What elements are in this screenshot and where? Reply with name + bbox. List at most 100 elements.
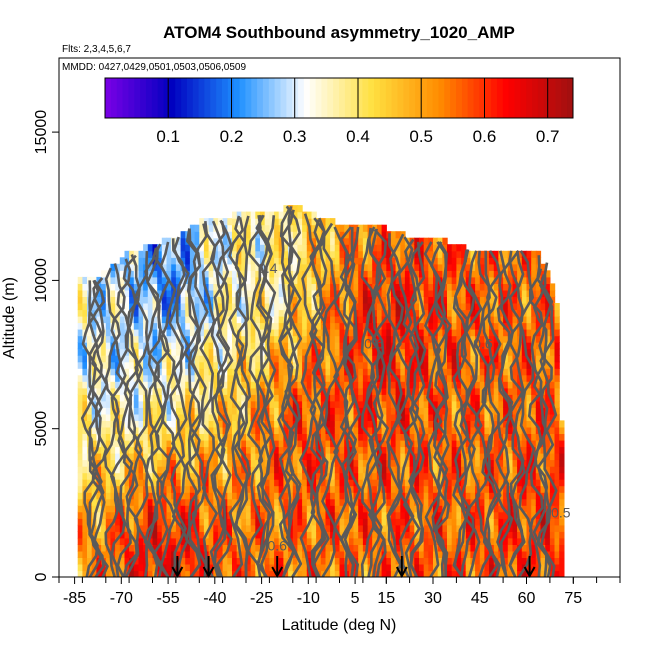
field-cell	[479, 407, 486, 415]
field-cell	[302, 433, 308, 441]
field-cell	[447, 518, 453, 526]
field-cell	[236, 400, 242, 408]
field-cell	[246, 374, 252, 382]
field-cell	[390, 413, 397, 421]
field-cell	[493, 309, 500, 317]
field-cell	[283, 335, 289, 343]
field-cell	[325, 433, 331, 441]
field-cell	[147, 289, 154, 297]
field-cell	[390, 440, 397, 448]
field-cell	[185, 303, 191, 311]
field-cell	[288, 224, 294, 232]
field-cell	[302, 329, 308, 337]
field-cell	[306, 387, 313, 395]
field-cell	[475, 472, 481, 480]
field-cell	[208, 322, 214, 330]
field-cell	[475, 433, 481, 441]
field-cell	[189, 400, 196, 408]
field-cell	[344, 224, 350, 232]
field-cell	[241, 263, 247, 271]
field-cell	[232, 498, 238, 506]
field-cell	[241, 335, 247, 343]
field-cell	[479, 518, 486, 526]
field-cell	[414, 511, 420, 519]
field-cell	[503, 257, 509, 265]
field-cell	[517, 564, 523, 572]
field-cell	[353, 426, 359, 434]
field-cell	[292, 276, 299, 284]
field-cell	[358, 505, 364, 513]
field-cell	[152, 316, 158, 324]
field-cell	[353, 459, 359, 467]
field-cell	[512, 453, 518, 461]
field-cell	[91, 570, 97, 577]
field-cell	[493, 440, 500, 448]
field-cell	[358, 237, 364, 245]
field-cell	[175, 531, 182, 539]
field-cell	[334, 250, 341, 258]
field-cell	[447, 257, 453, 265]
field-cell	[278, 511, 284, 519]
field-cell	[124, 355, 130, 363]
field-cell	[194, 459, 200, 467]
field-cell	[330, 329, 336, 337]
field-cell	[166, 557, 172, 565]
field-cell	[386, 505, 392, 513]
field-cell	[147, 511, 154, 519]
field-cell	[433, 263, 439, 271]
field-cell	[255, 237, 261, 245]
field-cell	[475, 459, 481, 467]
field-cell	[161, 381, 168, 389]
field-cell	[292, 342, 299, 350]
field-cell	[362, 361, 369, 369]
field-cell	[236, 342, 242, 350]
field-cell	[82, 413, 88, 421]
field-cell	[250, 263, 256, 271]
field-cell	[232, 511, 238, 519]
field-cell	[316, 296, 322, 304]
field-cell	[199, 518, 205, 526]
field-cell	[507, 453, 514, 461]
field-cell	[180, 466, 186, 474]
field-cell	[189, 342, 196, 350]
field-cell	[269, 459, 275, 467]
field-cell	[456, 505, 462, 513]
field-cell	[180, 557, 186, 565]
field-cell	[110, 492, 116, 500]
field-cell	[246, 224, 252, 232]
field-cell	[428, 296, 434, 304]
field-cell	[447, 433, 453, 441]
field-cell	[157, 544, 163, 552]
field-cell	[124, 426, 130, 434]
field-cell	[381, 426, 387, 434]
field-cell	[456, 263, 462, 271]
field-cell	[138, 335, 144, 343]
field-cell	[77, 524, 83, 532]
field-cell	[372, 505, 378, 513]
field-cell	[358, 335, 364, 343]
field-cell	[423, 544, 429, 552]
field-cell	[353, 244, 359, 252]
field-cell	[414, 400, 420, 408]
field-cell	[199, 453, 205, 461]
field-cell	[507, 289, 514, 297]
field-cell	[152, 270, 158, 278]
field-cell	[203, 276, 210, 284]
field-cell	[133, 420, 140, 428]
field-cell	[512, 524, 518, 532]
field-cell	[274, 361, 280, 369]
field-cell	[507, 531, 514, 539]
field-cell	[269, 570, 275, 577]
field-cell	[189, 224, 196, 232]
field-cell	[456, 329, 462, 337]
field-cell	[409, 309, 415, 317]
field-cell	[498, 472, 504, 480]
field-cell	[404, 316, 411, 324]
field-cell	[390, 544, 397, 552]
field-cell	[330, 283, 336, 291]
field-cell	[433, 492, 439, 500]
field-cell	[278, 466, 284, 474]
field-cell	[465, 296, 471, 304]
field-cell	[297, 394, 303, 402]
field-cell	[246, 263, 252, 271]
